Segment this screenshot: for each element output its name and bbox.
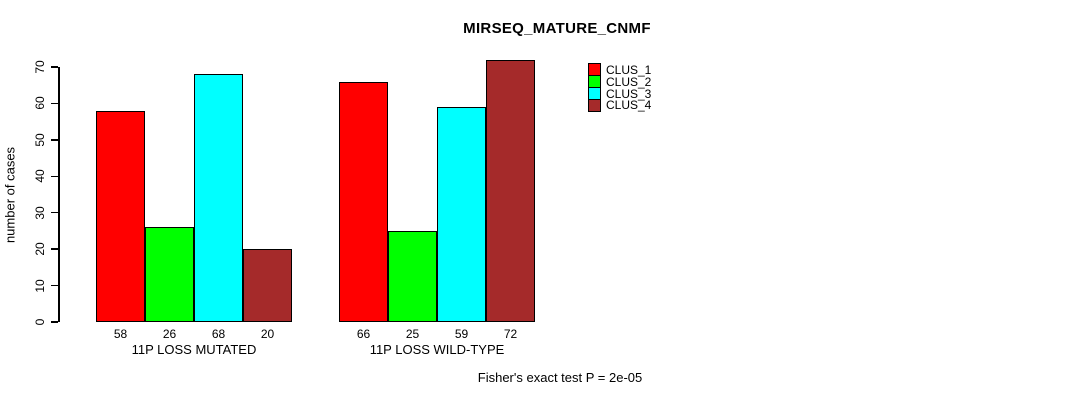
- legend-swatch: [588, 98, 601, 112]
- legend-item: CLUS_1: [588, 62, 652, 77]
- y-tick: [51, 211, 58, 214]
- bar-value-label: 58: [113, 327, 128, 341]
- legend-label: CLUS_3: [606, 86, 652, 101]
- y-tick: [51, 248, 58, 250]
- y-tick-label: 20: [33, 242, 47, 256]
- y-tick-label: 50: [33, 133, 47, 147]
- footnote: Fisher's exact test P = 2e-05: [477, 370, 643, 385]
- legend-item: CLUS_3: [588, 86, 652, 101]
- legend-label: CLUS_4: [606, 98, 652, 113]
- bar-clus_2-group1: [145, 227, 194, 322]
- y-tick: [51, 66, 58, 68]
- y-tick-label: 30: [33, 206, 47, 220]
- x-group-label: 11P LOSS MUTATED: [131, 342, 257, 357]
- legend: CLUS_1 CLUS_2 CLUS_3 CLUS_4: [588, 62, 652, 113]
- legend-item: CLUS_4: [588, 98, 652, 113]
- bar-value-label: 68: [211, 327, 226, 341]
- bar-value-label: 20: [260, 327, 275, 341]
- y-tick-label: 0: [33, 318, 47, 326]
- y-tick: [51, 175, 58, 178]
- bar-clus_1-group1: [96, 111, 145, 322]
- y-tick-label: 40: [33, 169, 47, 183]
- legend-label: CLUS_1: [606, 62, 652, 77]
- bar-clus_4-group1: [243, 249, 292, 322]
- legend-label: CLUS_2: [606, 74, 652, 89]
- bar-value-label: 72: [503, 327, 518, 341]
- bar-value-label: 26: [162, 327, 177, 341]
- y-tick: [51, 102, 58, 105]
- bar-value-label: 66: [356, 327, 371, 341]
- bar-value-label: 59: [454, 327, 469, 341]
- legend-item: CLUS_2: [588, 74, 652, 89]
- x-group-label: 11P LOSS WILD-TYPE: [369, 342, 505, 357]
- bar-clus_2-group2: [388, 231, 437, 322]
- y-tick: [51, 139, 58, 141]
- y-tick-label: 70: [33, 60, 47, 74]
- bar-clus_1-group2: [339, 82, 388, 322]
- chart-title: MIRSEQ_MATURE_CNMF: [463, 20, 651, 37]
- y-tick: [51, 284, 58, 287]
- y-tick-label: 60: [33, 96, 47, 111]
- bar-clus_3-group2: [437, 107, 486, 322]
- bar-value-label: 25: [405, 327, 420, 341]
- y-axis-line: [58, 66, 60, 322]
- y-tick-label: 10: [33, 278, 47, 293]
- bar-clus_4-group2: [486, 60, 535, 322]
- y-axis-label: number of cases: [2, 146, 18, 244]
- bar-clus_3-group1: [194, 74, 243, 322]
- y-tick: [51, 321, 58, 323]
